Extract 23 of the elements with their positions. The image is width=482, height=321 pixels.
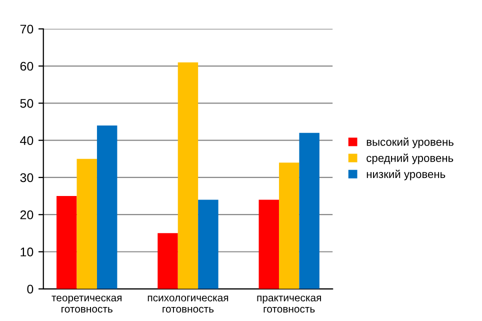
y-tick-label: 0 — [27, 284, 34, 294]
x-tick-label: психологическая готовность — [148, 296, 228, 313]
bar — [96, 125, 118, 289]
y-tick-label: 20 — [20, 210, 34, 220]
y-tick-label: 40 — [20, 136, 34, 145]
y-tick-label: 70 — [20, 24, 34, 34]
bar — [76, 158, 97, 289]
bar — [299, 132, 320, 289]
y-tick-label: 50 — [20, 98, 34, 108]
y-tick-label: 60 — [20, 62, 34, 71]
y-tick-label: 30 — [20, 173, 34, 182]
bar — [258, 200, 279, 289]
bar — [278, 162, 300, 289]
bar — [56, 196, 77, 289]
legend-label: низкий уровень — [366, 170, 446, 180]
bar — [178, 62, 198, 289]
legend-label: средний уровень — [366, 154, 454, 164]
x-tick-label: теоретическая готовность — [52, 296, 122, 313]
x-tick-label: практическая готовность — [257, 296, 321, 313]
bar — [158, 233, 178, 289]
y-tick-label: 10 — [20, 248, 34, 256]
bar — [198, 200, 218, 289]
legend-label: высокий уровень — [366, 138, 454, 148]
